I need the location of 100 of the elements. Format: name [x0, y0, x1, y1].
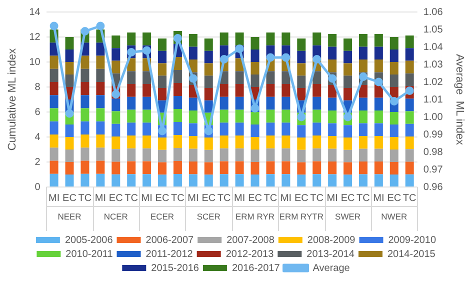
bar	[188, 46, 198, 60]
bar	[96, 148, 105, 161]
bar	[390, 124, 398, 137]
x-tick-label: TC	[124, 192, 138, 204]
bar	[282, 110, 290, 123]
legend-label: 2010-2011	[66, 248, 114, 260]
bar	[266, 96, 275, 110]
bar	[158, 50, 167, 64]
y-tick-label: 12	[29, 32, 41, 43]
text: ERM RYR	[235, 211, 275, 222]
legend-label: 2009-2010	[388, 234, 436, 246]
bar	[65, 37, 74, 50]
x-tick-label: MI	[373, 192, 384, 204]
bar	[344, 138, 352, 150]
y-tick-label: 4	[34, 132, 41, 143]
y2-tick-label: 1.06	[423, 6, 444, 18]
bar	[344, 125, 352, 138]
bar	[235, 110, 244, 123]
x-tick-label: EC	[340, 192, 355, 204]
bar	[405, 60, 414, 74]
bar	[312, 96, 322, 110]
legend-label: 2006-2007	[146, 234, 194, 246]
bar	[358, 34, 368, 47]
bar	[112, 60, 120, 74]
point	[112, 90, 120, 98]
bar	[188, 110, 198, 124]
bar	[158, 63, 167, 76]
bar	[235, 96, 244, 110]
bar	[80, 95, 90, 108]
bar	[266, 110, 275, 123]
bar	[112, 48, 120, 61]
bar	[96, 56, 105, 69]
bar	[220, 174, 228, 186]
bar	[405, 111, 414, 124]
bar	[235, 32, 244, 46]
bar	[328, 46, 337, 60]
point	[312, 55, 322, 64]
bar	[112, 136, 120, 150]
bar	[358, 162, 368, 174]
bar	[80, 174, 90, 186]
bar	[390, 62, 398, 74]
bar	[80, 134, 90, 148]
y2-tick-label: 0.96	[423, 182, 444, 193]
bar	[173, 83, 182, 96]
bar	[405, 136, 414, 150]
bar	[112, 162, 120, 174]
point	[50, 22, 58, 30]
bar	[390, 162, 398, 174]
x-tick-label: TC	[356, 192, 370, 204]
y2-axis-title: Average ML index	[453, 54, 466, 146]
bar	[374, 174, 383, 186]
legend-label: Average	[312, 262, 350, 274]
bar	[220, 96, 228, 110]
y-tick-label: 14	[29, 6, 41, 18]
bar	[358, 174, 368, 186]
bar	[328, 60, 337, 72]
bar	[65, 50, 74, 62]
bar	[50, 174, 58, 186]
text: ERM RYTR	[279, 211, 324, 222]
bar	[374, 110, 383, 124]
bar	[266, 136, 275, 148]
bar	[127, 32, 136, 46]
bar	[127, 96, 136, 110]
point	[282, 53, 290, 62]
bar	[65, 62, 74, 74]
bar	[204, 150, 213, 162]
bar	[328, 110, 337, 124]
bar	[96, 42, 105, 56]
bar	[297, 125, 306, 138]
bar	[312, 148, 322, 162]
bar	[173, 161, 182, 174]
bar	[266, 32, 275, 46]
bar	[50, 68, 58, 82]
bar	[312, 174, 322, 186]
bar	[96, 134, 105, 148]
x-tick-label: EC	[62, 192, 76, 204]
bar	[282, 84, 290, 97]
bar	[112, 149, 120, 162]
point	[173, 34, 182, 42]
bar	[297, 38, 306, 51]
bar	[390, 174, 398, 186]
bar	[80, 56, 90, 69]
legend-label: 2008-2009	[307, 234, 356, 246]
bar	[344, 50, 352, 64]
x-tick-label: TC	[264, 192, 278, 204]
bar	[127, 148, 136, 162]
bar	[358, 148, 368, 162]
y-tick-label: 10	[29, 56, 41, 68]
bar	[220, 122, 228, 136]
bar	[328, 98, 337, 110]
bar	[142, 110, 152, 123]
bar	[142, 148, 152, 162]
bar	[220, 148, 228, 162]
bar	[188, 98, 198, 110]
bar	[344, 63, 352, 76]
bar	[358, 123, 368, 136]
bar	[204, 100, 213, 113]
bar	[282, 136, 290, 148]
bar	[266, 161, 275, 174]
y-tick-label: 2	[34, 156, 41, 168]
